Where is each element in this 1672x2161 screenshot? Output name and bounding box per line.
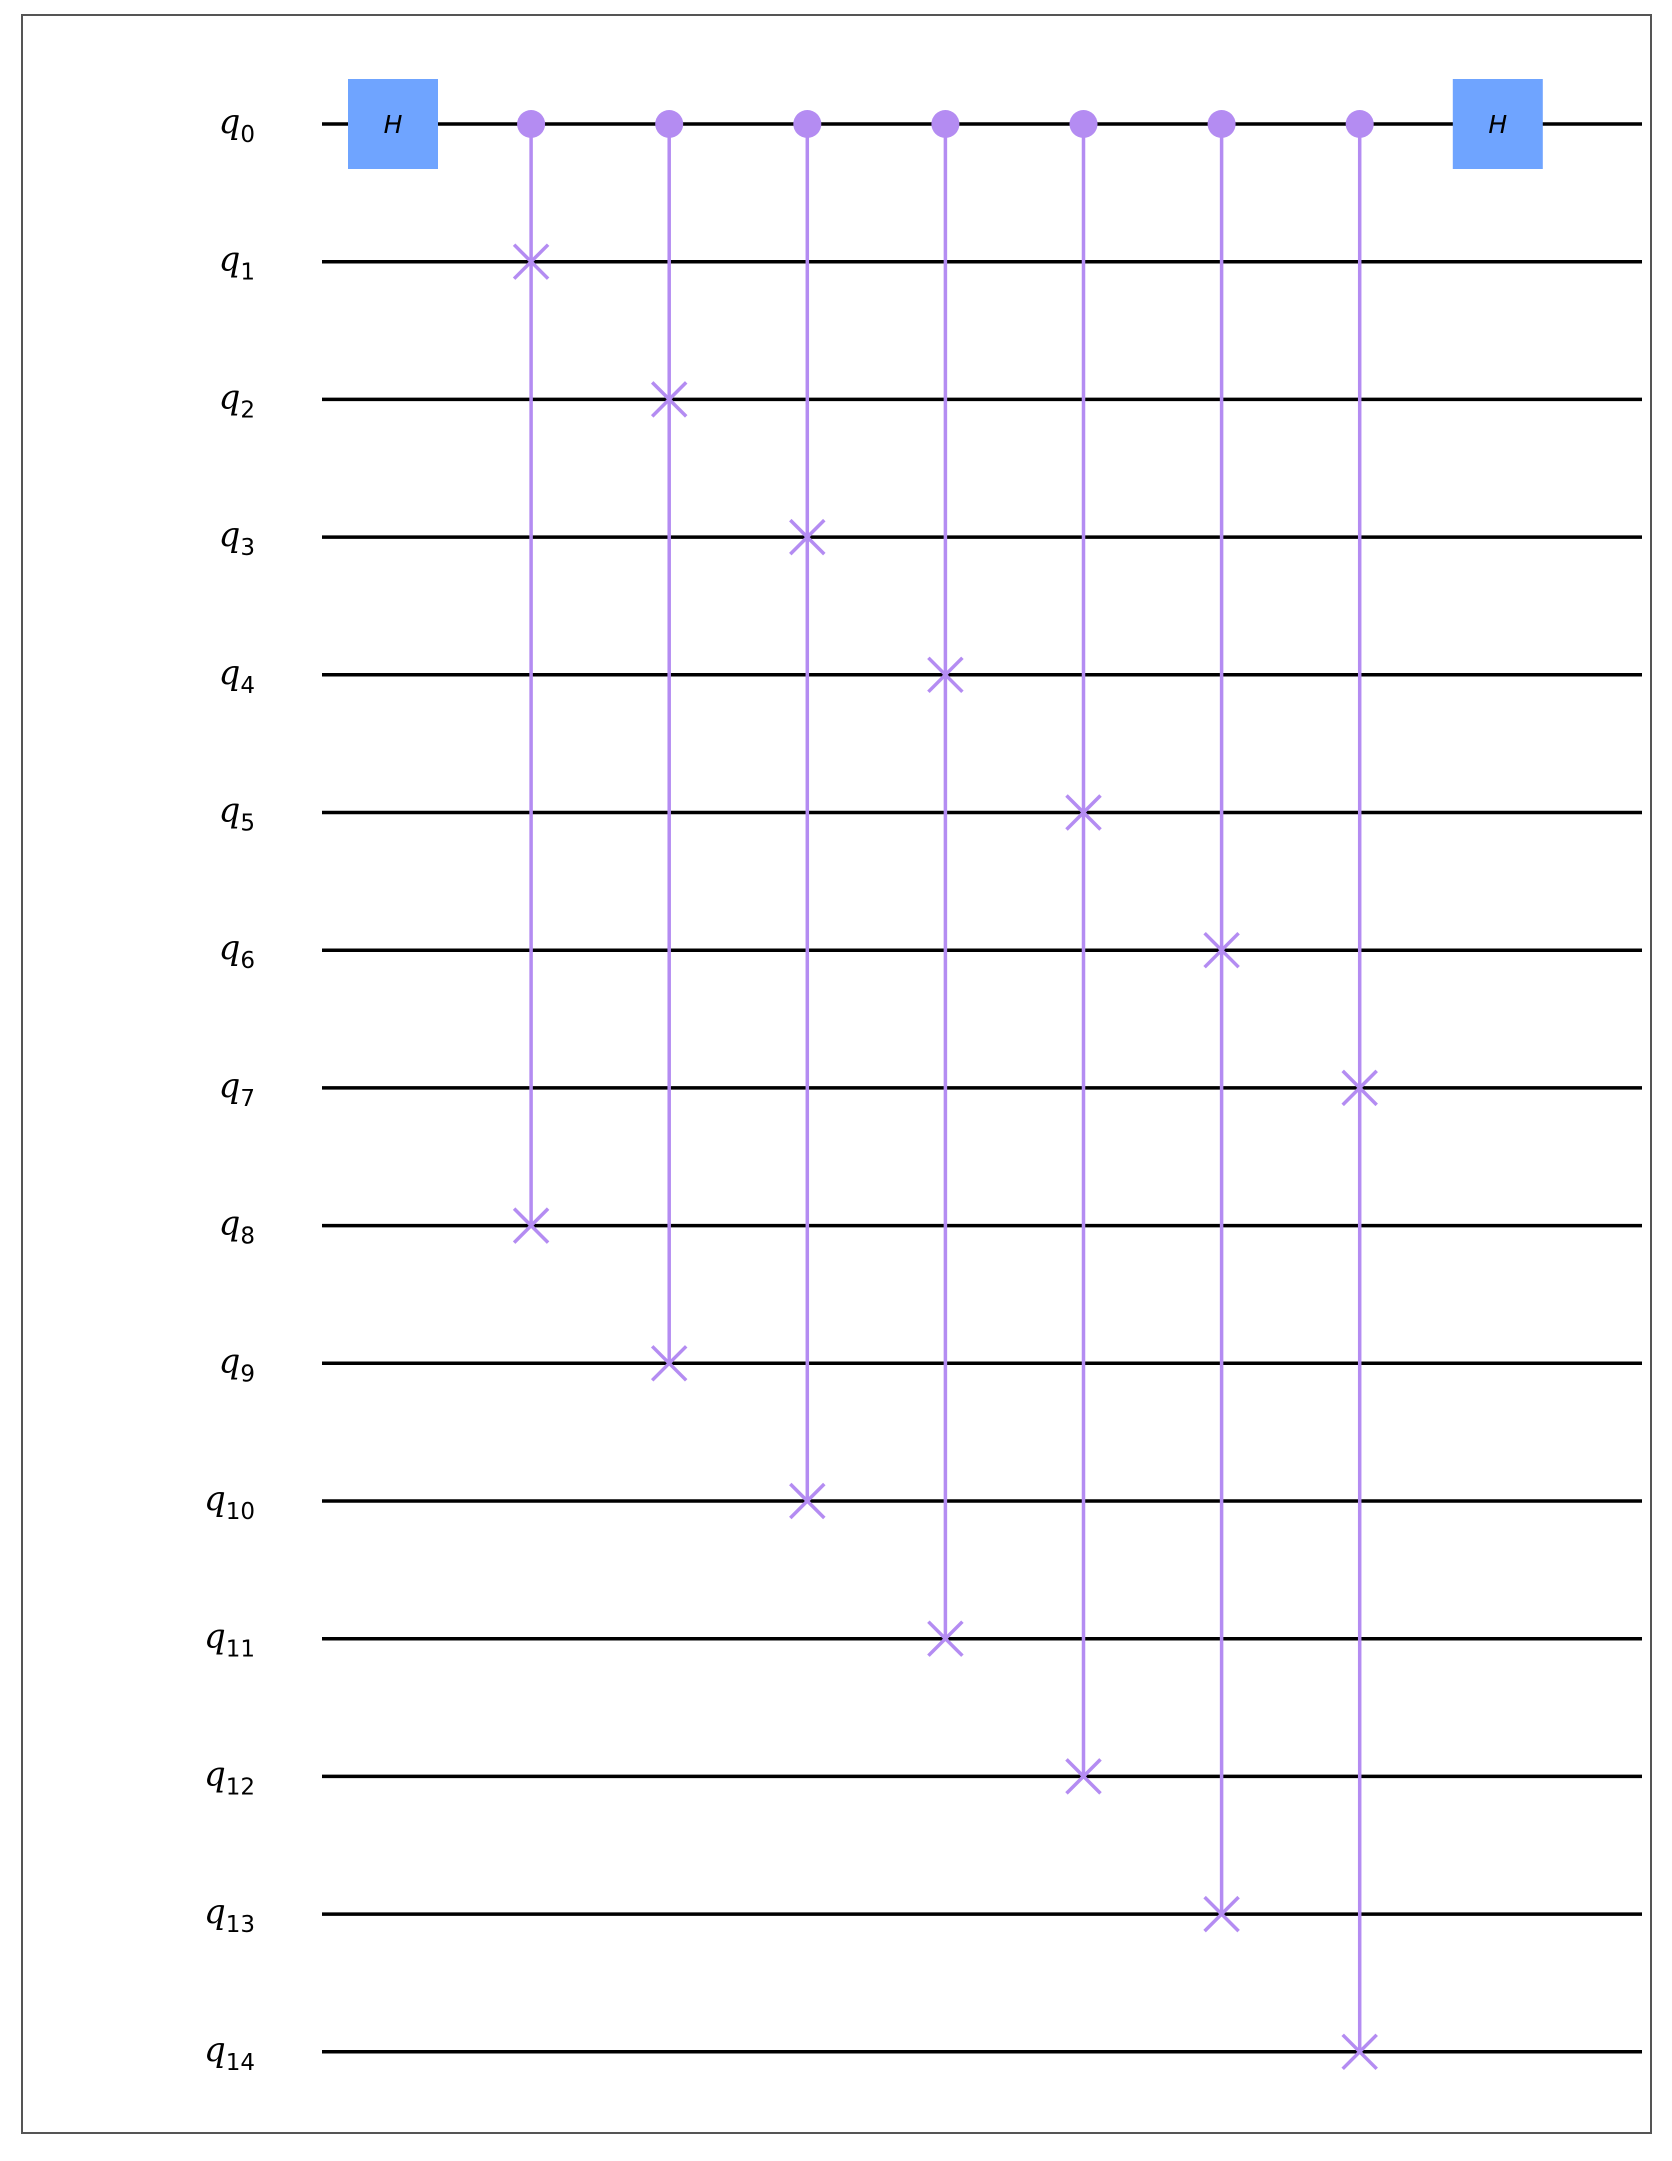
qubit-label-name: q (204, 1479, 226, 1519)
swap-target-x (1341, 2033, 1378, 2071)
qubit-label: q14 (204, 2030, 255, 2076)
qubit-label-name: q (219, 377, 241, 417)
qubit-label-index: 4 (240, 673, 255, 699)
swap-x-stroke (512, 243, 550, 280)
qubit-label-index: 13 (226, 1912, 255, 1938)
diagram-frame (21, 14, 1652, 2134)
qubit-label-name: q (219, 1066, 241, 1106)
qubit-label-name: q (219, 102, 241, 142)
qubit-label: q1 (219, 240, 255, 286)
control-dot (793, 110, 822, 138)
qubit-label-name: q (219, 928, 241, 968)
qubit-label-name: q (219, 240, 241, 280)
qubit-label: q12 (204, 1754, 255, 1800)
swap-target-x (1203, 1895, 1240, 1933)
qubit-label-index: 9 (240, 1361, 255, 1387)
qubit-label-index: 10 (226, 1499, 255, 1525)
qubit-label-index: 11 (226, 1637, 255, 1663)
swap-target-x (650, 381, 688, 418)
qubit-label-index: 3 (240, 535, 255, 561)
swap-target-x (927, 656, 964, 694)
qubit-label-index: 5 (240, 811, 255, 837)
swap-x-stroke (650, 1345, 688, 1382)
swap-target-x (512, 243, 550, 280)
swap-target-x (512, 1207, 550, 1244)
qubit-label-name: q (219, 515, 241, 555)
qubit-wires (322, 122, 1642, 2054)
swap-target-x (789, 1482, 826, 1520)
qubit-label-name: q (219, 653, 241, 693)
swap-x-stroke (927, 656, 964, 694)
qubit-label-name: q (219, 1341, 241, 1381)
controlled-swap-gate (927, 110, 964, 1657)
swap-x-stroke (1341, 2033, 1378, 2071)
swap-x-stroke (1341, 1069, 1378, 1107)
controlled-swap-gate (1203, 110, 1240, 1933)
h-gate-box (1452, 79, 1543, 169)
qubit-label-index: 14 (226, 2050, 255, 2076)
controlled-swap-gate (512, 110, 550, 1244)
swap-x-stroke (1065, 794, 1102, 831)
controlled-swap-gate (1065, 110, 1102, 1795)
swap-target-x (1065, 794, 1102, 831)
qubit-label-name: q (204, 1754, 226, 1794)
swap-x-stroke (512, 1207, 550, 1244)
swap-target-x (650, 1345, 688, 1382)
control-dot (931, 110, 960, 138)
qubit-label: q11 (204, 1617, 255, 1663)
qubit-label-name: q (204, 1892, 226, 1932)
h-gate-label: H (384, 110, 403, 139)
qubit-label: q9 (219, 1341, 255, 1387)
qubit-label-name: q (204, 2030, 226, 2070)
qubit-label: q0 (219, 102, 255, 148)
qubit-label: q5 (219, 791, 255, 837)
qubit-label-name: q (204, 1617, 226, 1657)
qubit-label: q6 (219, 928, 255, 974)
controlled-swap-gate (650, 110, 688, 1382)
qubit-label-index: 12 (226, 1774, 255, 1800)
h-gate: H (1452, 79, 1543, 169)
swap-x-stroke (789, 518, 826, 556)
h-gate-label: H (1488, 110, 1507, 139)
swap-x-stroke (1203, 931, 1240, 969)
qubit-label-index: 1 (240, 260, 255, 286)
swap-target-x (1341, 1069, 1378, 1107)
qubit-label: q8 (219, 1204, 255, 1250)
swap-target-x (789, 518, 826, 556)
qubit-label-name: q (219, 791, 241, 831)
qubit-label-index: 8 (240, 1224, 255, 1250)
control-dot (1207, 110, 1236, 138)
qubit-label: q3 (219, 515, 255, 561)
qubit-label-name: q (219, 1204, 241, 1244)
h-gate: H (348, 79, 438, 169)
qubit-label-index: 2 (240, 397, 255, 423)
qubit-label-index: 7 (240, 1086, 255, 1112)
swap-x-stroke (1203, 1895, 1240, 1933)
swap-target-x (1203, 931, 1240, 969)
qubit-label: q4 (219, 653, 255, 699)
qubit-label: q10 (204, 1479, 255, 1525)
swap-x-stroke (927, 1620, 964, 1657)
control-dot (1069, 110, 1098, 138)
swap-target-x (1065, 1758, 1102, 1795)
controlled-swap-gate (1341, 110, 1378, 2071)
swap-x-stroke (1065, 1758, 1102, 1795)
swap-target-x (927, 1620, 964, 1657)
control-dot (655, 110, 684, 138)
qubit-label: q13 (204, 1892, 255, 1938)
qubit-label-index: 6 (240, 948, 255, 974)
h-gate-box (348, 79, 438, 169)
swap-x-stroke (789, 1482, 826, 1520)
qubit-label: q7 (219, 1066, 255, 1112)
qubit-label-index: 0 (240, 122, 255, 148)
control-dot (1345, 110, 1374, 138)
control-dot (517, 110, 546, 138)
controlled-swap-gate (789, 110, 826, 1520)
qubit-label: q2 (219, 377, 255, 423)
swap-x-stroke (650, 381, 688, 418)
